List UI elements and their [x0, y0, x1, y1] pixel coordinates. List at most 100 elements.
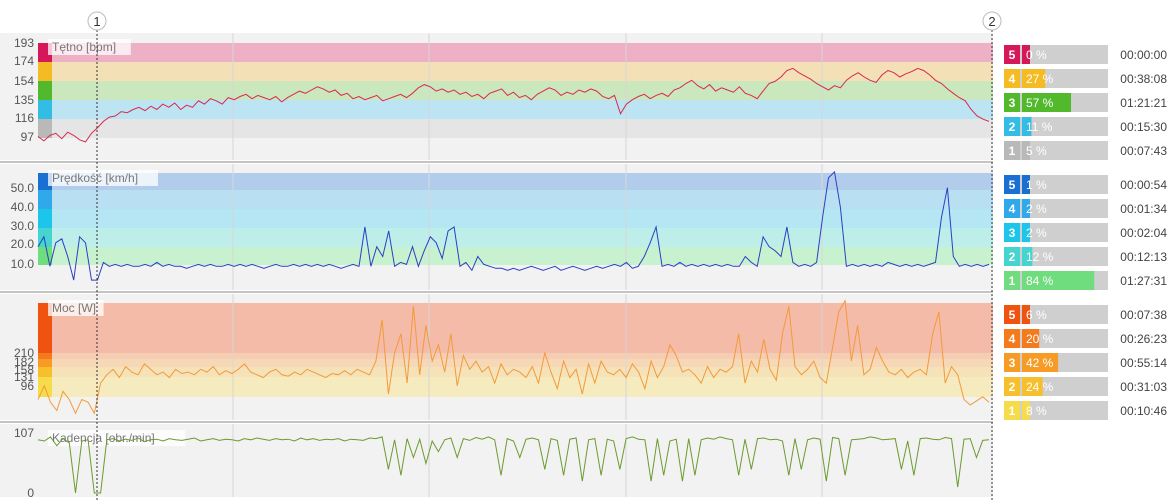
zone-row-badge [1004, 353, 1020, 372]
zone-row-percent: 42 % [1026, 356, 1054, 370]
zone-row-percent: 20 % [1026, 332, 1054, 346]
zone-row-bar [1022, 247, 1033, 266]
panel-title-bg [48, 430, 186, 446]
zone-row-badge [1004, 175, 1020, 194]
zone-row-number: 2 [1009, 250, 1016, 264]
panel-title: Prędkość [km/h] [52, 171, 138, 185]
zone-row-percent: 2 % [1026, 226, 1047, 240]
zone-row-badge [1004, 223, 1020, 242]
zone-row-percent: 57 % [1026, 96, 1054, 110]
zone-row-badge [1004, 401, 1020, 420]
zone-row-time: 00:10:46 [1120, 404, 1167, 418]
y-tick-label: 20.0 [11, 237, 35, 251]
zone-row-number: 3 [1009, 356, 1016, 370]
y-tick-label: 182 [14, 355, 34, 369]
marker-handle[interactable] [87, 11, 107, 31]
zone-row-time: 00:26:23 [1120, 332, 1167, 346]
series-line [37, 436, 990, 494]
zone-row-number: 3 [1009, 96, 1016, 110]
zone-row-percent: 84 % [1026, 274, 1054, 288]
zone-row-badge [1004, 199, 1020, 218]
zone-row-bar [1022, 305, 1030, 324]
zone-band-swatch-4 [38, 190, 52, 209]
marker-handle[interactable] [982, 11, 1002, 31]
panel-title: Tętno [bpm] [52, 40, 116, 54]
zone-row-number: 5 [1009, 178, 1016, 192]
y-tick-label: 107 [14, 426, 34, 440]
zone-summary-2: 5 6 % 00:07:38 4 20 % 00:26:23 3 42 % 00:55:14 2 2… [1004, 305, 1167, 420]
zone-band-swatch-4 [38, 62, 52, 81]
zone-row-bar [1022, 175, 1030, 194]
panel-0: 193 174 154 135 116 97 Tętno [bpm] [0, 33, 993, 163]
zone-row-number: 1 [1009, 404, 1016, 418]
zone-row-time: 00:07:38 [1120, 308, 1167, 322]
zone-row-number: 1 [1009, 274, 1016, 288]
zone-row-time: 00:02:04 [1120, 226, 1167, 240]
zone-band-3 [38, 81, 993, 100]
zone-row-time: 00:55:14 [1120, 356, 1167, 370]
zone-band-swatch-3 [38, 81, 52, 100]
series-line [37, 170, 990, 281]
zone-row-number: 4 [1009, 202, 1016, 216]
y-tick-label: 174 [14, 54, 34, 68]
zone-row-number: 5 [1009, 48, 1016, 62]
zone-row-badge [1004, 247, 1020, 266]
marker-label: 1 [93, 14, 100, 29]
y-tick-label: 10.0 [11, 257, 35, 271]
marker-2[interactable]: 2 [982, 11, 1002, 501]
zone-row-number: 3 [1009, 226, 1016, 240]
zone-row-bar [1022, 377, 1043, 396]
zone-band-swatch-1 [38, 247, 52, 265]
zone-band-swatch-3 [38, 359, 52, 367]
zone-row-badge [1004, 117, 1020, 136]
zone-row-bar [1022, 141, 1030, 160]
zone-row-percent: 2 % [1026, 202, 1047, 216]
zone-row-time: 00:31:03 [1120, 380, 1167, 394]
marker-1[interactable]: 1 [87, 11, 107, 501]
panel-1: 50.0 40.0 30.0 20.0 10.0 Prędkość [km/h] [0, 164, 993, 293]
zone-row-badge [1004, 69, 1020, 88]
zone-row-bar [1022, 93, 1072, 112]
panel-3: 107 0 Kadencja [obr./min] [0, 424, 993, 500]
zone-row-time: 01:27:31 [1120, 274, 1167, 288]
y-tick-label: 210 [14, 346, 34, 360]
zone-band-2 [38, 367, 993, 377]
zone-band-swatch-4 [38, 353, 52, 359]
y-tick-label: 116 [15, 111, 34, 125]
zone-row-percent: 27 % [1026, 72, 1054, 86]
y-tick-label: 131 [14, 370, 34, 384]
zone-row-number: 5 [1009, 308, 1016, 322]
y-tick-label: 97 [21, 130, 35, 144]
y-tick-label: 30.0 [11, 219, 35, 233]
zone-row-time: 00:12:13 [1120, 250, 1167, 264]
zone-row-bar [1022, 353, 1059, 372]
zone-band-5 [38, 173, 993, 190]
zone-row-number: 4 [1009, 332, 1016, 346]
y-tick-label: 0 [27, 486, 34, 500]
zone-row-time: 00:01:34 [1120, 202, 1167, 216]
zone-row-time: 00:38:08 [1120, 72, 1167, 86]
zone-band-swatch-2 [38, 367, 52, 377]
zone-band-swatch-3 [38, 209, 52, 228]
panel-title-bg [48, 300, 104, 316]
y-tick-label: 50.0 [11, 181, 35, 195]
zone-band-4 [38, 353, 993, 359]
y-tick-label: 40.0 [11, 200, 35, 214]
zone-band-2 [38, 228, 993, 247]
zone-row-number: 2 [1009, 120, 1016, 134]
panel-title: Moc [W] [52, 301, 96, 315]
zone-row-bar [1022, 223, 1030, 242]
y-tick-label: 154 [14, 74, 34, 88]
panel-title-bg [48, 170, 158, 186]
zone-row-time: 00:00:00 [1120, 48, 1167, 62]
marker-label: 2 [988, 14, 995, 29]
zone-summary-1: 5 1 % 00:00:54 4 2 % 00:01:34 3 2 % 00:02:04 2 12 … [1004, 175, 1167, 290]
y-tick-label: 193 [14, 36, 34, 50]
zone-row-percent: 1 % [1026, 178, 1047, 192]
panel-title: Kadencja [obr./min] [52, 431, 155, 445]
zone-row-time: 00:07:43 [1120, 144, 1167, 158]
zone-row-bar [1022, 199, 1030, 218]
